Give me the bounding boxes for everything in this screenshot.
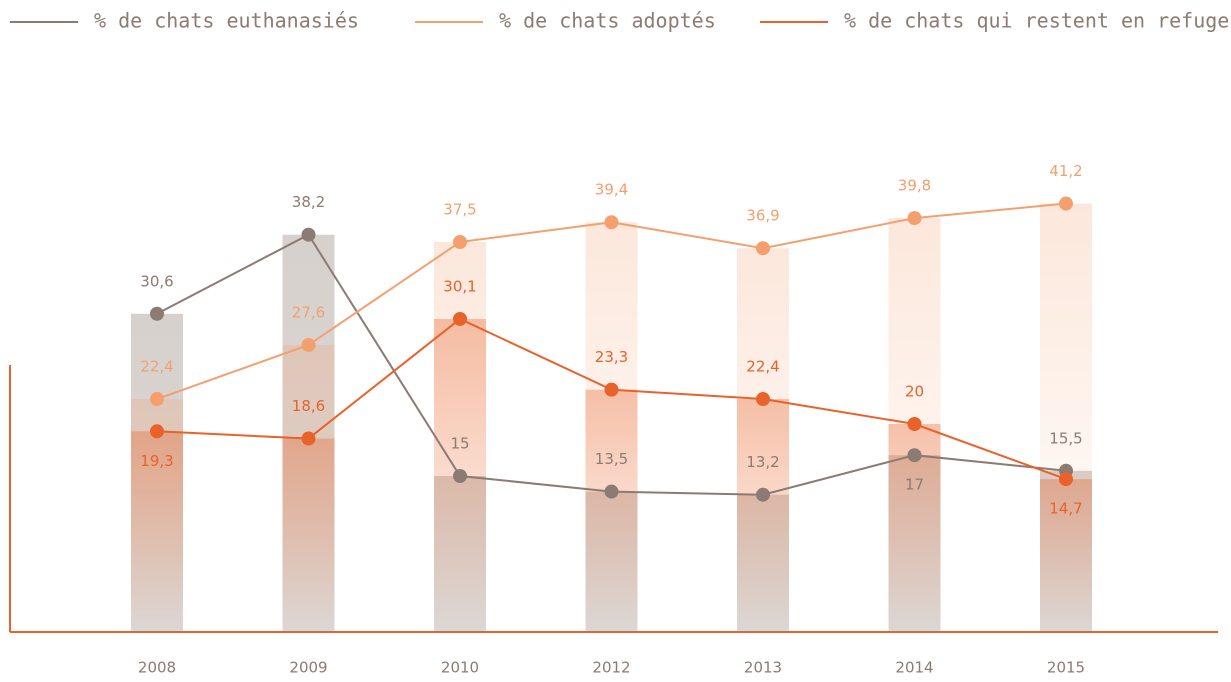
x-tick-label: 2015 (1047, 659, 1085, 677)
bar (282, 438, 335, 632)
point (453, 235, 467, 249)
point (1059, 472, 1073, 487)
data-label: 15 (450, 435, 469, 453)
data-label: 14,7 (1049, 500, 1082, 518)
data-label: 13,5 (595, 450, 628, 468)
bar (1040, 479, 1092, 632)
point (301, 337, 316, 352)
data-label: 38,2 (292, 193, 325, 211)
data-label: 30,1 (443, 277, 476, 295)
data-label: 22,4 (140, 358, 173, 376)
data-label: 39,8 (898, 177, 931, 195)
point (756, 487, 770, 502)
point (907, 211, 922, 226)
point (150, 392, 164, 407)
point (301, 227, 316, 242)
point (453, 469, 467, 483)
point (756, 392, 770, 407)
point (907, 448, 922, 463)
point (1059, 196, 1073, 211)
point (604, 484, 619, 499)
data-label: 41,2 (1049, 162, 1082, 180)
point (150, 424, 164, 439)
data-label: 20 (905, 383, 924, 401)
point (604, 215, 619, 230)
data-label: 19,3 (140, 452, 173, 470)
legend-label: % de chats euthanasiés (94, 9, 359, 33)
point (453, 311, 467, 326)
x-tick-label: 2012 (592, 659, 630, 677)
data-label: 22,4 (746, 358, 779, 376)
bar (131, 431, 183, 632)
bar (585, 389, 638, 632)
data-label: 18,6 (292, 397, 325, 415)
x-tick-label: 2013 (744, 659, 782, 677)
data-label: 30,6 (140, 272, 173, 290)
data-label: 13,2 (746, 453, 779, 471)
data-label: 37,5 (443, 201, 476, 219)
data-label: 36,9 (746, 207, 779, 225)
legend-label: % de chats qui restent en refuge (844, 9, 1229, 33)
x-tick-label: 2010 (441, 659, 479, 677)
data-label: 23,3 (595, 348, 628, 366)
point (604, 382, 619, 397)
point (907, 417, 922, 431)
x-tick-label: 2009 (289, 659, 327, 677)
data-label: 17 (905, 476, 924, 494)
data-label: 27,6 (292, 303, 325, 321)
bar (737, 399, 789, 632)
point (150, 306, 164, 321)
data-label: 39,4 (595, 181, 628, 199)
point (301, 431, 316, 446)
x-tick-label: 2014 (895, 659, 933, 677)
data-label: 15,5 (1049, 429, 1082, 447)
legend-label: % de chats adoptés (499, 9, 716, 33)
x-tick-label: 2008 (138, 659, 176, 677)
point (756, 241, 770, 256)
